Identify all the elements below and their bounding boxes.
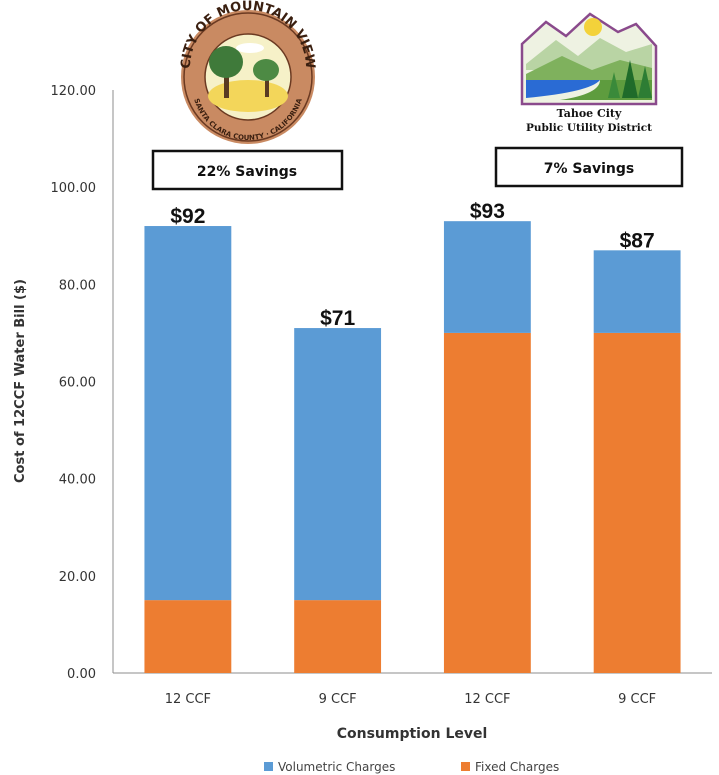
x-tick-label: 12 CCF — [165, 692, 211, 707]
y-tick-labels: 0.00 20.00 40.00 60.00 80.00 100.00 120.00 — [51, 84, 97, 682]
legend-label-fixed: Fixed Charges — [475, 760, 559, 774]
y-tick-label: 20.00 — [59, 570, 96, 585]
x-tick-label: 9 CCF — [618, 692, 656, 707]
bar-fixed-charges — [593, 332, 681, 673]
y-axis-label: Cost of 12CCF Water Bill ($) — [13, 279, 28, 483]
y-tick-label: 40.00 — [59, 473, 96, 488]
y-tick-label: 60.00 — [59, 376, 96, 391]
bar-volumetric-charges — [593, 250, 681, 333]
legend: Volumetric Charges Fixed Charges — [264, 760, 559, 774]
savings-text-mountain-view: 22% Savings — [197, 164, 297, 180]
bar-fixed-charges — [443, 332, 531, 673]
x-tick-label: 9 CCF — [319, 692, 357, 707]
mountain-lake-icon: Tahoe City Public Utility District — [520, 12, 658, 134]
legend-swatch-volumetric — [264, 762, 273, 771]
legend-swatch-fixed — [461, 762, 470, 771]
legend-label-volumetric: Volumetric Charges — [278, 760, 395, 774]
tahoe-logo-line1: Tahoe City — [557, 107, 622, 120]
savings-text-tahoe-city: 7% Savings — [544, 161, 634, 177]
total-labels: $92 $71 $93 $87 — [170, 200, 654, 330]
bar-volumetric-charges — [144, 226, 232, 601]
bar-fixed-charges — [144, 600, 232, 673]
savings-box-tahoe-city: 7% Savings — [494, 146, 684, 188]
bar-volumetric-charges — [443, 221, 531, 333]
savings-box-mountain-view: 22% Savings — [151, 149, 344, 191]
x-axis-label: Consumption Level — [337, 726, 488, 742]
total-label: $71 — [320, 307, 355, 330]
y-tick-label: 0.00 — [67, 667, 96, 682]
y-tick-label: 120.00 — [51, 84, 97, 99]
total-label: $92 — [170, 205, 205, 228]
total-label: $87 — [620, 229, 655, 252]
y-tick-label: 80.00 — [59, 278, 96, 293]
bars — [144, 221, 681, 673]
tahoe-logo-line2: Public Utility District — [526, 122, 652, 134]
total-label: $93 — [470, 200, 505, 223]
city-seal-icon: CITY OF MOUNTAIN VIEW SANTA CLARA COUNTY… — [179, 0, 317, 144]
bar-volumetric-charges — [294, 328, 382, 601]
bar-fixed-charges — [294, 600, 382, 673]
y-tick-label: 100.00 — [51, 181, 97, 196]
x-tick-labels: 12 CCF 9 CCF 12 CCF 9 CCF — [165, 692, 656, 707]
x-tick-label: 12 CCF — [464, 692, 510, 707]
